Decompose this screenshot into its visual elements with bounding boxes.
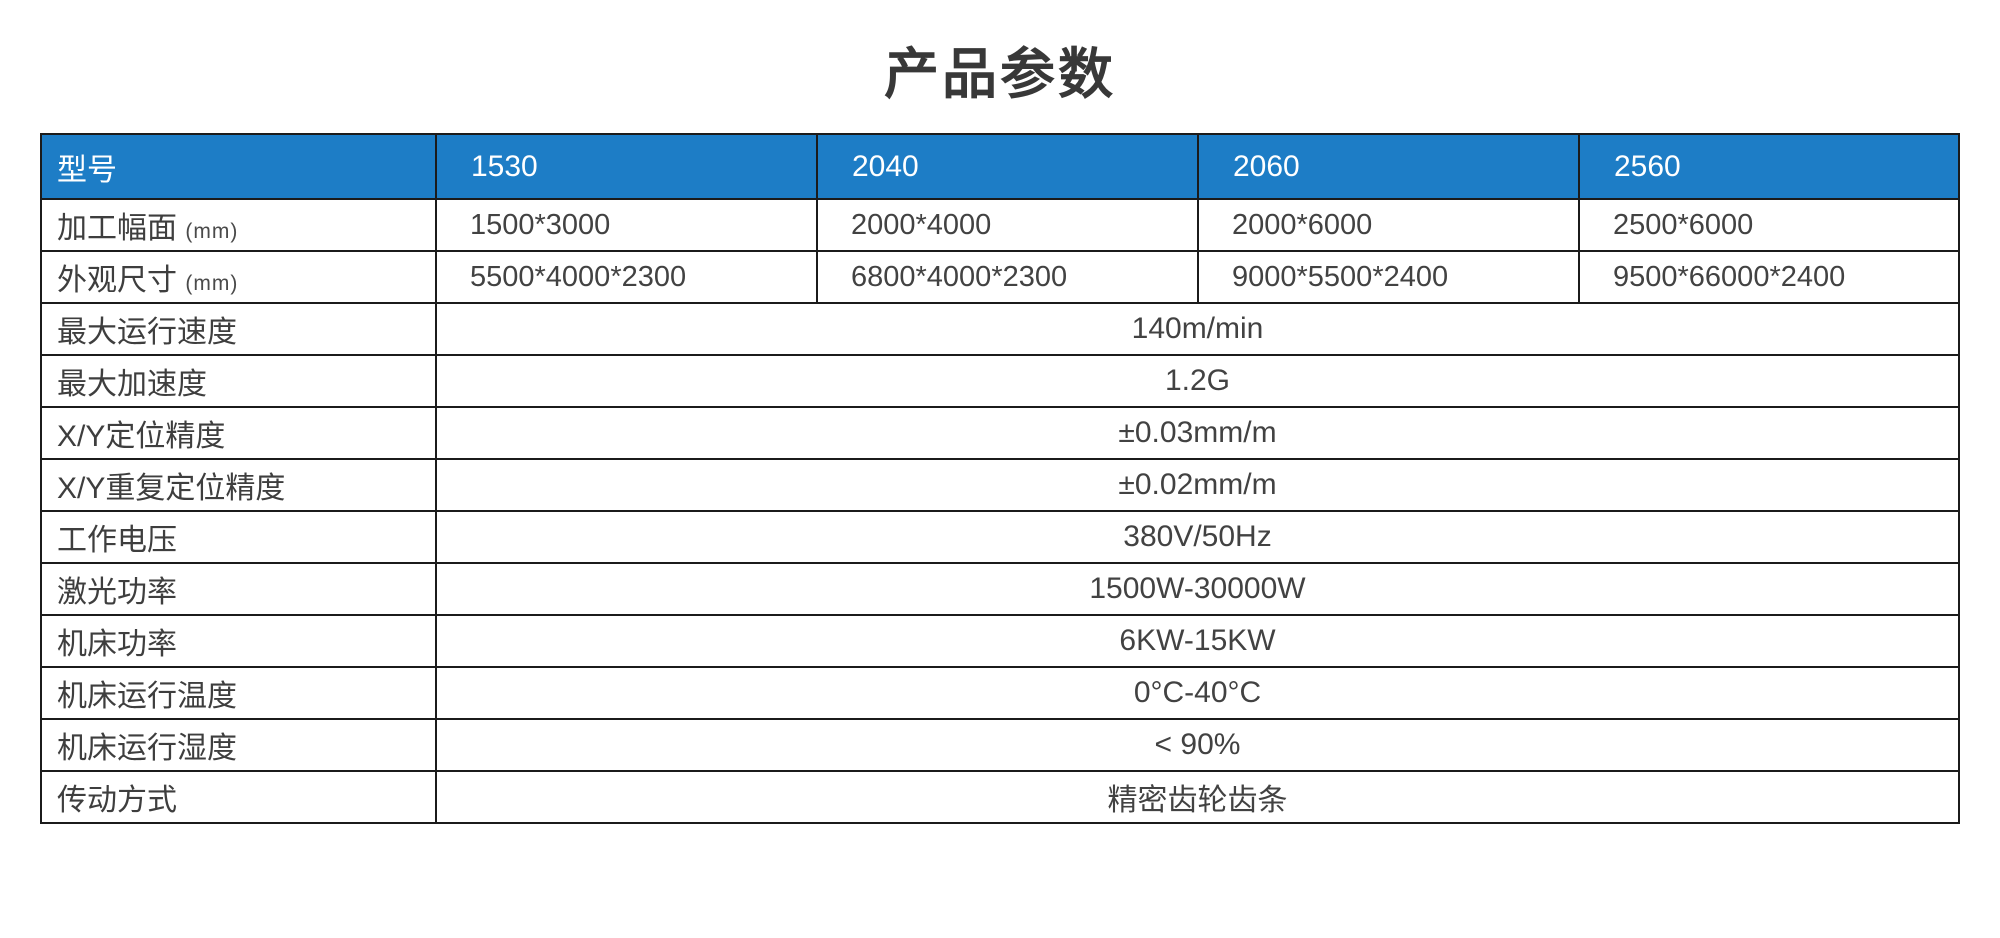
spec-label-cell: 机床功率 [40, 614, 437, 668]
spec-label-cell: 机床运行温度 [40, 666, 437, 720]
spec-value-cell: 9500*66000*2400 [1578, 250, 1960, 304]
spec-value-cell: 140m/min [435, 302, 1960, 356]
spec-label-cell: 传动方式 [40, 770, 437, 824]
table-row-operating-humidity: 机床运行湿度 < 90% [40, 718, 1960, 772]
spec-label-unit: (mm) [185, 220, 239, 243]
spec-value-cell: 2500*6000 [1578, 198, 1960, 252]
spec-label-unit: (mm) [185, 272, 239, 295]
model-header-label: 型号 [40, 133, 437, 200]
model-column-2560: 2560 [1578, 133, 1960, 200]
table-row-working-voltage: 工作电压 380V/50Hz [40, 510, 1960, 564]
spec-label: 外观尺寸 [57, 264, 177, 297]
model-column-2040: 2040 [816, 133, 1199, 200]
model-column-2060: 2060 [1197, 133, 1580, 200]
spec-label-cell: X/Y定位精度 [40, 406, 437, 460]
spec-value-cell: ±0.03mm/m [435, 406, 1960, 460]
spec-value-cell: 9000*5500*2400 [1197, 250, 1580, 304]
spec-label-cell: 激光功率 [40, 562, 437, 616]
spec-value-cell: 1500*3000 [435, 198, 818, 252]
spec-value-cell: 6800*4000*2300 [816, 250, 1199, 304]
spec-label-cell: X/Y重复定位精度 [40, 458, 437, 512]
spec-label-cell: 最大加速度 [40, 354, 437, 408]
spec-value-cell: 1500W-30000W [435, 562, 1960, 616]
table-row-overall-size: 外观尺寸 (mm) 5500*4000*2300 6800*4000*2300 … [40, 250, 1960, 304]
table-row-machine-power: 机床功率 6KW-15KW [40, 614, 1960, 668]
page-title: 产品参数 [883, 43, 1116, 105]
spec-label-cell: 最大运行速度 [40, 302, 437, 356]
product-parameters-table: 型号 1530 2040 2060 2560 加工幅面 (mm) 1500*30… [40, 133, 1960, 824]
spec-label-cell: 外观尺寸 (mm) [40, 250, 437, 304]
table-header-row: 型号 1530 2040 2060 2560 [40, 133, 1960, 200]
table-row-max-speed: 最大运行速度 140m/min [40, 302, 1960, 356]
spec-label-cell: 加工幅面 (mm) [40, 198, 437, 252]
spec-value-cell: 2000*4000 [816, 198, 1199, 252]
spec-value-cell: 2000*6000 [1197, 198, 1580, 252]
table-row-positioning-accuracy: X/Y定位精度 ±0.03mm/m [40, 406, 1960, 460]
spec-value-cell: 精密齿轮齿条 [435, 770, 1960, 824]
spec-value-cell: 0°C-40°C [435, 666, 1960, 720]
table-row-max-acceleration: 最大加速度 1.2G [40, 354, 1960, 408]
table-row-working-area: 加工幅面 (mm) 1500*3000 2000*4000 2000*6000 … [40, 198, 1960, 252]
table-row-transmission-mode: 传动方式 精密齿轮齿条 [40, 770, 1960, 824]
spec-value-cell: 1.2G [435, 354, 1960, 408]
spec-value-cell: 6KW-15KW [435, 614, 1960, 668]
spec-label: 加工幅面 [57, 212, 177, 245]
spec-value-cell: ±0.02mm/m [435, 458, 1960, 512]
table-row-laser-power: 激光功率 1500W-30000W [40, 562, 1960, 616]
spec-label-cell: 工作电压 [40, 510, 437, 564]
spec-label-cell: 机床运行湿度 [40, 718, 437, 772]
spec-value-cell: 5500*4000*2300 [435, 250, 818, 304]
table-row-repeat-positioning-accuracy: X/Y重复定位精度 ±0.02mm/m [40, 458, 1960, 512]
model-column-1530: 1530 [435, 133, 818, 200]
spec-value-cell: < 90% [435, 718, 1960, 772]
spec-value-cell: 380V/50Hz [435, 510, 1960, 564]
table-row-operating-temperature: 机床运行温度 0°C-40°C [40, 666, 1960, 720]
